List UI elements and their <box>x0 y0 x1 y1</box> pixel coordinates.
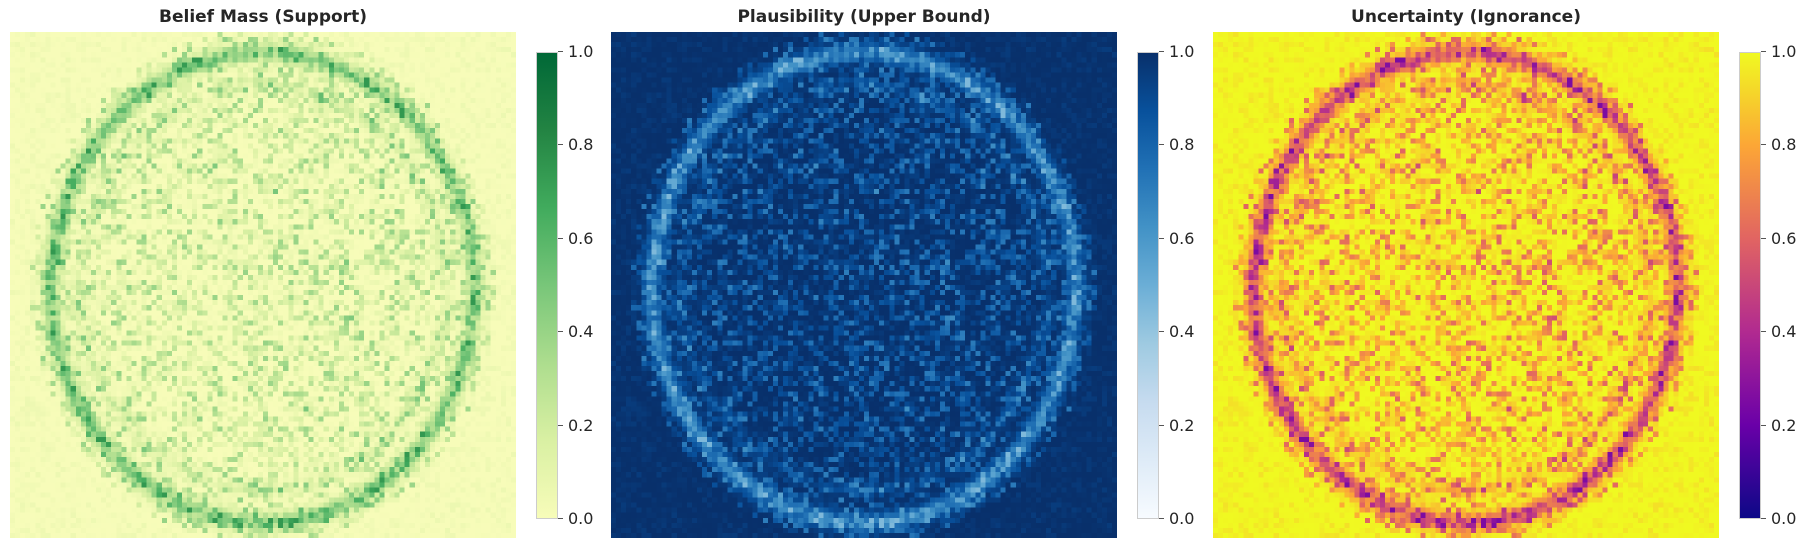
tick-label: 0.6 <box>568 228 594 248</box>
tick-label: 0.2 <box>1771 415 1797 435</box>
tick-mark <box>558 237 563 239</box>
tick-label: 0.6 <box>1771 228 1797 248</box>
tick-mark <box>1761 237 1766 239</box>
tick-label: 0.8 <box>568 135 594 155</box>
colorbar-belief <box>536 52 558 519</box>
tick-mark <box>1159 51 1164 52</box>
tick-mark <box>558 424 563 426</box>
tick-mark <box>1761 518 1766 519</box>
tick-mark <box>1761 144 1766 146</box>
tick-mark <box>1159 331 1164 333</box>
tick-mark <box>1761 331 1766 333</box>
panel-uncertainty: Uncertainty (Ignorance) 0.0 0.2 0.4 0.6 0.8 1… <box>1213 0 1796 548</box>
chart-title-plausibility: Plausibility (Upper Bound) <box>737 7 991 27</box>
tick-mark <box>1159 144 1164 146</box>
colorbar-plausibility <box>1137 52 1159 519</box>
heatmap-belief <box>10 32 516 538</box>
tick-label: 0.8 <box>1169 135 1195 155</box>
tick-label: 0.4 <box>1169 322 1195 342</box>
tick-mark <box>1159 237 1164 239</box>
heatmap-uncertainty <box>1213 32 1719 538</box>
tick-label: 0.6 <box>1169 228 1195 248</box>
tick-label: 1.0 <box>1771 42 1797 61</box>
colorbar-ticks-uncertainty: 0.0 0.2 0.4 0.6 0.8 1.0 <box>1761 42 1801 528</box>
colorbar-uncertainty <box>1739 52 1761 519</box>
tick-label: 0.2 <box>568 415 594 435</box>
tick-mark <box>558 331 563 333</box>
colorbar-ticks-belief: 0.0 0.2 0.4 0.6 0.8 1.0 <box>558 42 598 528</box>
heatmap-plausibility <box>611 32 1117 538</box>
colorbar-ticks-plausibility: 0.0 0.2 0.4 0.6 0.8 1.0 <box>1159 42 1199 528</box>
tick-mark <box>1761 424 1766 426</box>
tick-label: 1.0 <box>568 42 594 61</box>
tick-mark <box>1159 424 1164 426</box>
panel-belief: Belief Mass (Support) 0.0 0.2 0.4 0.6 0.8 1.0 <box>10 0 593 548</box>
tick-mark <box>558 51 563 52</box>
chart-title-uncertainty: Uncertainty (Ignorance) <box>1351 7 1581 27</box>
tick-mark <box>558 518 563 519</box>
panel-plausibility: Plausibility (Upper Bound) 0.0 0.2 0.4 0.6 0… <box>611 0 1194 548</box>
chart-title-belief: Belief Mass (Support) <box>159 7 367 27</box>
tick-label: 1.0 <box>1169 42 1195 61</box>
tick-mark <box>1159 518 1164 519</box>
tick-mark <box>558 144 563 146</box>
tick-label: 0.0 <box>568 509 594 528</box>
tick-label: 0.4 <box>1771 322 1797 342</box>
tick-label: 0.2 <box>1169 415 1195 435</box>
tick-label: 0.4 <box>568 322 594 342</box>
tick-mark <box>1761 51 1766 52</box>
tick-label: 0.0 <box>1169 509 1195 528</box>
tick-label: 0.8 <box>1771 135 1797 155</box>
tick-label: 0.0 <box>1771 509 1797 528</box>
